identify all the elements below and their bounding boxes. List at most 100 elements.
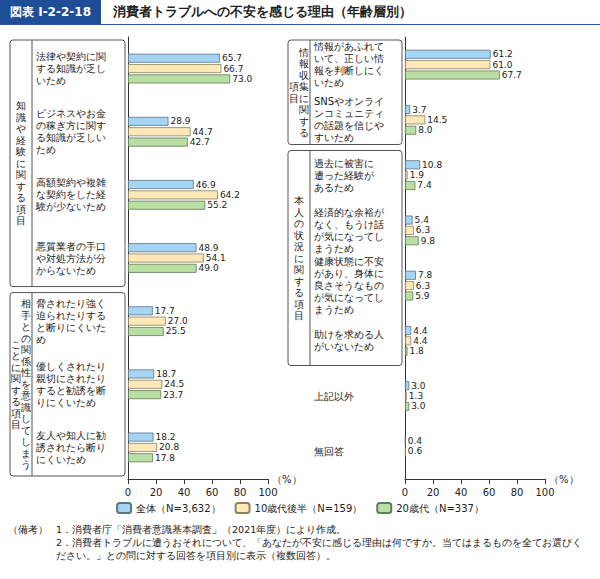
svg-text:いため: いため — [314, 77, 344, 88]
svg-text:1.9: 1.9 — [410, 170, 425, 180]
svg-text:性: 性 — [20, 367, 31, 378]
svg-text:SNSやオンライ: SNSやオンライ — [314, 96, 384, 107]
svg-text:すいため: すいため — [314, 132, 354, 143]
svg-text:の: の — [21, 333, 31, 344]
svg-text:いて、正しい情: いて、正しい情 — [314, 53, 384, 64]
svg-text:0.6: 0.6 — [408, 446, 423, 456]
svg-text:や対処方法が分: や対処方法が分 — [36, 253, 106, 264]
svg-text:40: 40 — [455, 487, 468, 498]
svg-text:と断りにくいた: と断りにくいた — [36, 322, 106, 333]
svg-text:め: め — [36, 334, 46, 345]
svg-text:健康状態に不安: 健康状態に不安 — [314, 256, 384, 267]
svg-text:ため: ため — [36, 144, 56, 155]
svg-text:48.9: 48.9 — [198, 243, 218, 253]
svg-text:17.8: 17.8 — [155, 453, 175, 463]
svg-text:すると勧誘を断: すると勧誘を断 — [36, 385, 106, 396]
svg-text:（%）: （%） — [272, 474, 302, 485]
svg-text:20: 20 — [150, 487, 163, 498]
svg-text:10.8: 10.8 — [422, 160, 442, 170]
svg-text:る: る — [294, 287, 304, 298]
svg-text:6.3: 6.3 — [416, 225, 430, 235]
svg-text:識: 識 — [21, 402, 31, 413]
svg-text:上記以外: 上記以外 — [314, 391, 354, 402]
svg-text:悪質業者の手口: 悪質業者の手口 — [35, 241, 106, 252]
svg-text:う: う — [21, 459, 31, 470]
svg-text:し: し — [21, 413, 31, 424]
svg-text:6.3: 6.3 — [416, 281, 430, 291]
svg-text:ま: ま — [21, 448, 31, 459]
svg-text:4.4: 4.4 — [413, 326, 428, 336]
svg-text:1.3: 1.3 — [409, 391, 423, 401]
svg-text:46.9: 46.9 — [196, 180, 216, 190]
svg-text:61.2: 61.2 — [493, 49, 513, 59]
svg-text:65.7: 65.7 — [222, 53, 242, 63]
svg-text:関: 関 — [294, 264, 304, 275]
svg-text:良さそうなもの: 良さそうなもの — [314, 280, 384, 291]
svg-text:識: 識 — [16, 112, 26, 123]
svg-text:1.8: 1.8 — [410, 346, 425, 356]
svg-text:が気になってし: が気になってし — [314, 231, 384, 242]
svg-text:し: し — [21, 436, 31, 447]
svg-text:高額契約や複雑: 高額契約や複雑 — [36, 177, 106, 188]
svg-text:報: 報 — [299, 58, 309, 69]
svg-text:14.5: 14.5 — [427, 115, 447, 125]
svg-text:からないため: からないため — [36, 265, 96, 276]
svg-text:な契約をした経: な契約をした経 — [36, 189, 106, 200]
svg-text:54.1: 54.1 — [206, 253, 226, 263]
svg-text:情: 情 — [298, 47, 309, 58]
svg-text:知: 知 — [16, 100, 26, 111]
svg-text:24.5: 24.5 — [164, 379, 184, 389]
svg-text:目: 目 — [294, 310, 304, 321]
svg-text:目: 目 — [16, 215, 26, 226]
svg-text:28.9: 28.9 — [170, 116, 190, 126]
svg-text:3.0: 3.0 — [411, 401, 426, 411]
svg-text:3.0: 3.0 — [411, 381, 426, 391]
svg-text:66.7: 66.7 — [223, 64, 243, 74]
svg-text:23.7: 23.7 — [163, 390, 183, 400]
svg-text:本: 本 — [294, 195, 304, 206]
svg-text:あるため: あるため — [314, 182, 354, 193]
svg-text:まうため: まうため — [314, 243, 354, 254]
svg-text:60: 60 — [483, 487, 496, 498]
svg-text:20: 20 — [427, 487, 440, 498]
svg-text:0: 0 — [402, 487, 408, 498]
svg-text:関: 関 — [21, 344, 31, 355]
svg-text:係: 係 — [21, 356, 31, 367]
svg-text:が気になってし: が気になってし — [314, 292, 384, 303]
svg-text:験: 験 — [15, 146, 26, 157]
svg-text:なく、もうけ話: なく、もうけ話 — [314, 219, 384, 230]
svg-text:49.0: 49.0 — [199, 263, 219, 273]
svg-text:に: に — [16, 158, 26, 169]
svg-text:状: 状 — [293, 230, 304, 241]
svg-text:67.7: 67.7 — [502, 70, 522, 80]
svg-text:項: 項 — [289, 81, 299, 92]
svg-text:73.0: 73.0 — [232, 74, 252, 84]
svg-text:目: 目 — [289, 93, 299, 104]
svg-text:を: を — [21, 379, 31, 390]
svg-text:項: 項 — [16, 204, 26, 215]
svg-text:20歳代（N=337）: 20歳代（N=337） — [396, 503, 484, 514]
svg-text:7.8: 7.8 — [418, 270, 433, 280]
svg-text:27.0: 27.0 — [168, 316, 188, 326]
svg-text:関: 関 — [11, 373, 21, 384]
svg-text:る: る — [299, 127, 309, 138]
svg-text:手: 手 — [21, 310, 31, 321]
svg-text:りにくいため: りにくいため — [36, 397, 96, 408]
svg-text:誘されたら断り: 誘されたら断り — [36, 442, 106, 453]
svg-text:に: に — [11, 362, 21, 373]
svg-text:経: 経 — [15, 135, 26, 146]
svg-text:相: 相 — [21, 298, 31, 309]
svg-text:無回答: 無回答 — [314, 446, 344, 457]
svg-text:5.9: 5.9 — [415, 291, 430, 301]
svg-text:8.0: 8.0 — [418, 125, 433, 135]
svg-text:親切にされたり: 親切にされたり — [36, 373, 106, 384]
svg-text:験が少ないため: 験が少ないため — [35, 201, 106, 212]
svg-text:全体（N=3,632）: 全体（N=3,632） — [136, 503, 221, 514]
svg-text:18.7: 18.7 — [156, 369, 176, 379]
svg-text:意: 意 — [20, 390, 31, 401]
svg-text:4.4: 4.4 — [413, 336, 428, 346]
svg-text:目: 目 — [11, 419, 21, 430]
svg-text:関: 関 — [299, 104, 309, 115]
svg-text:法律や契約に関: 法律や契約に関 — [36, 51, 106, 62]
svg-text:の稼ぎ方に関す: の稼ぎ方に関す — [36, 120, 106, 131]
